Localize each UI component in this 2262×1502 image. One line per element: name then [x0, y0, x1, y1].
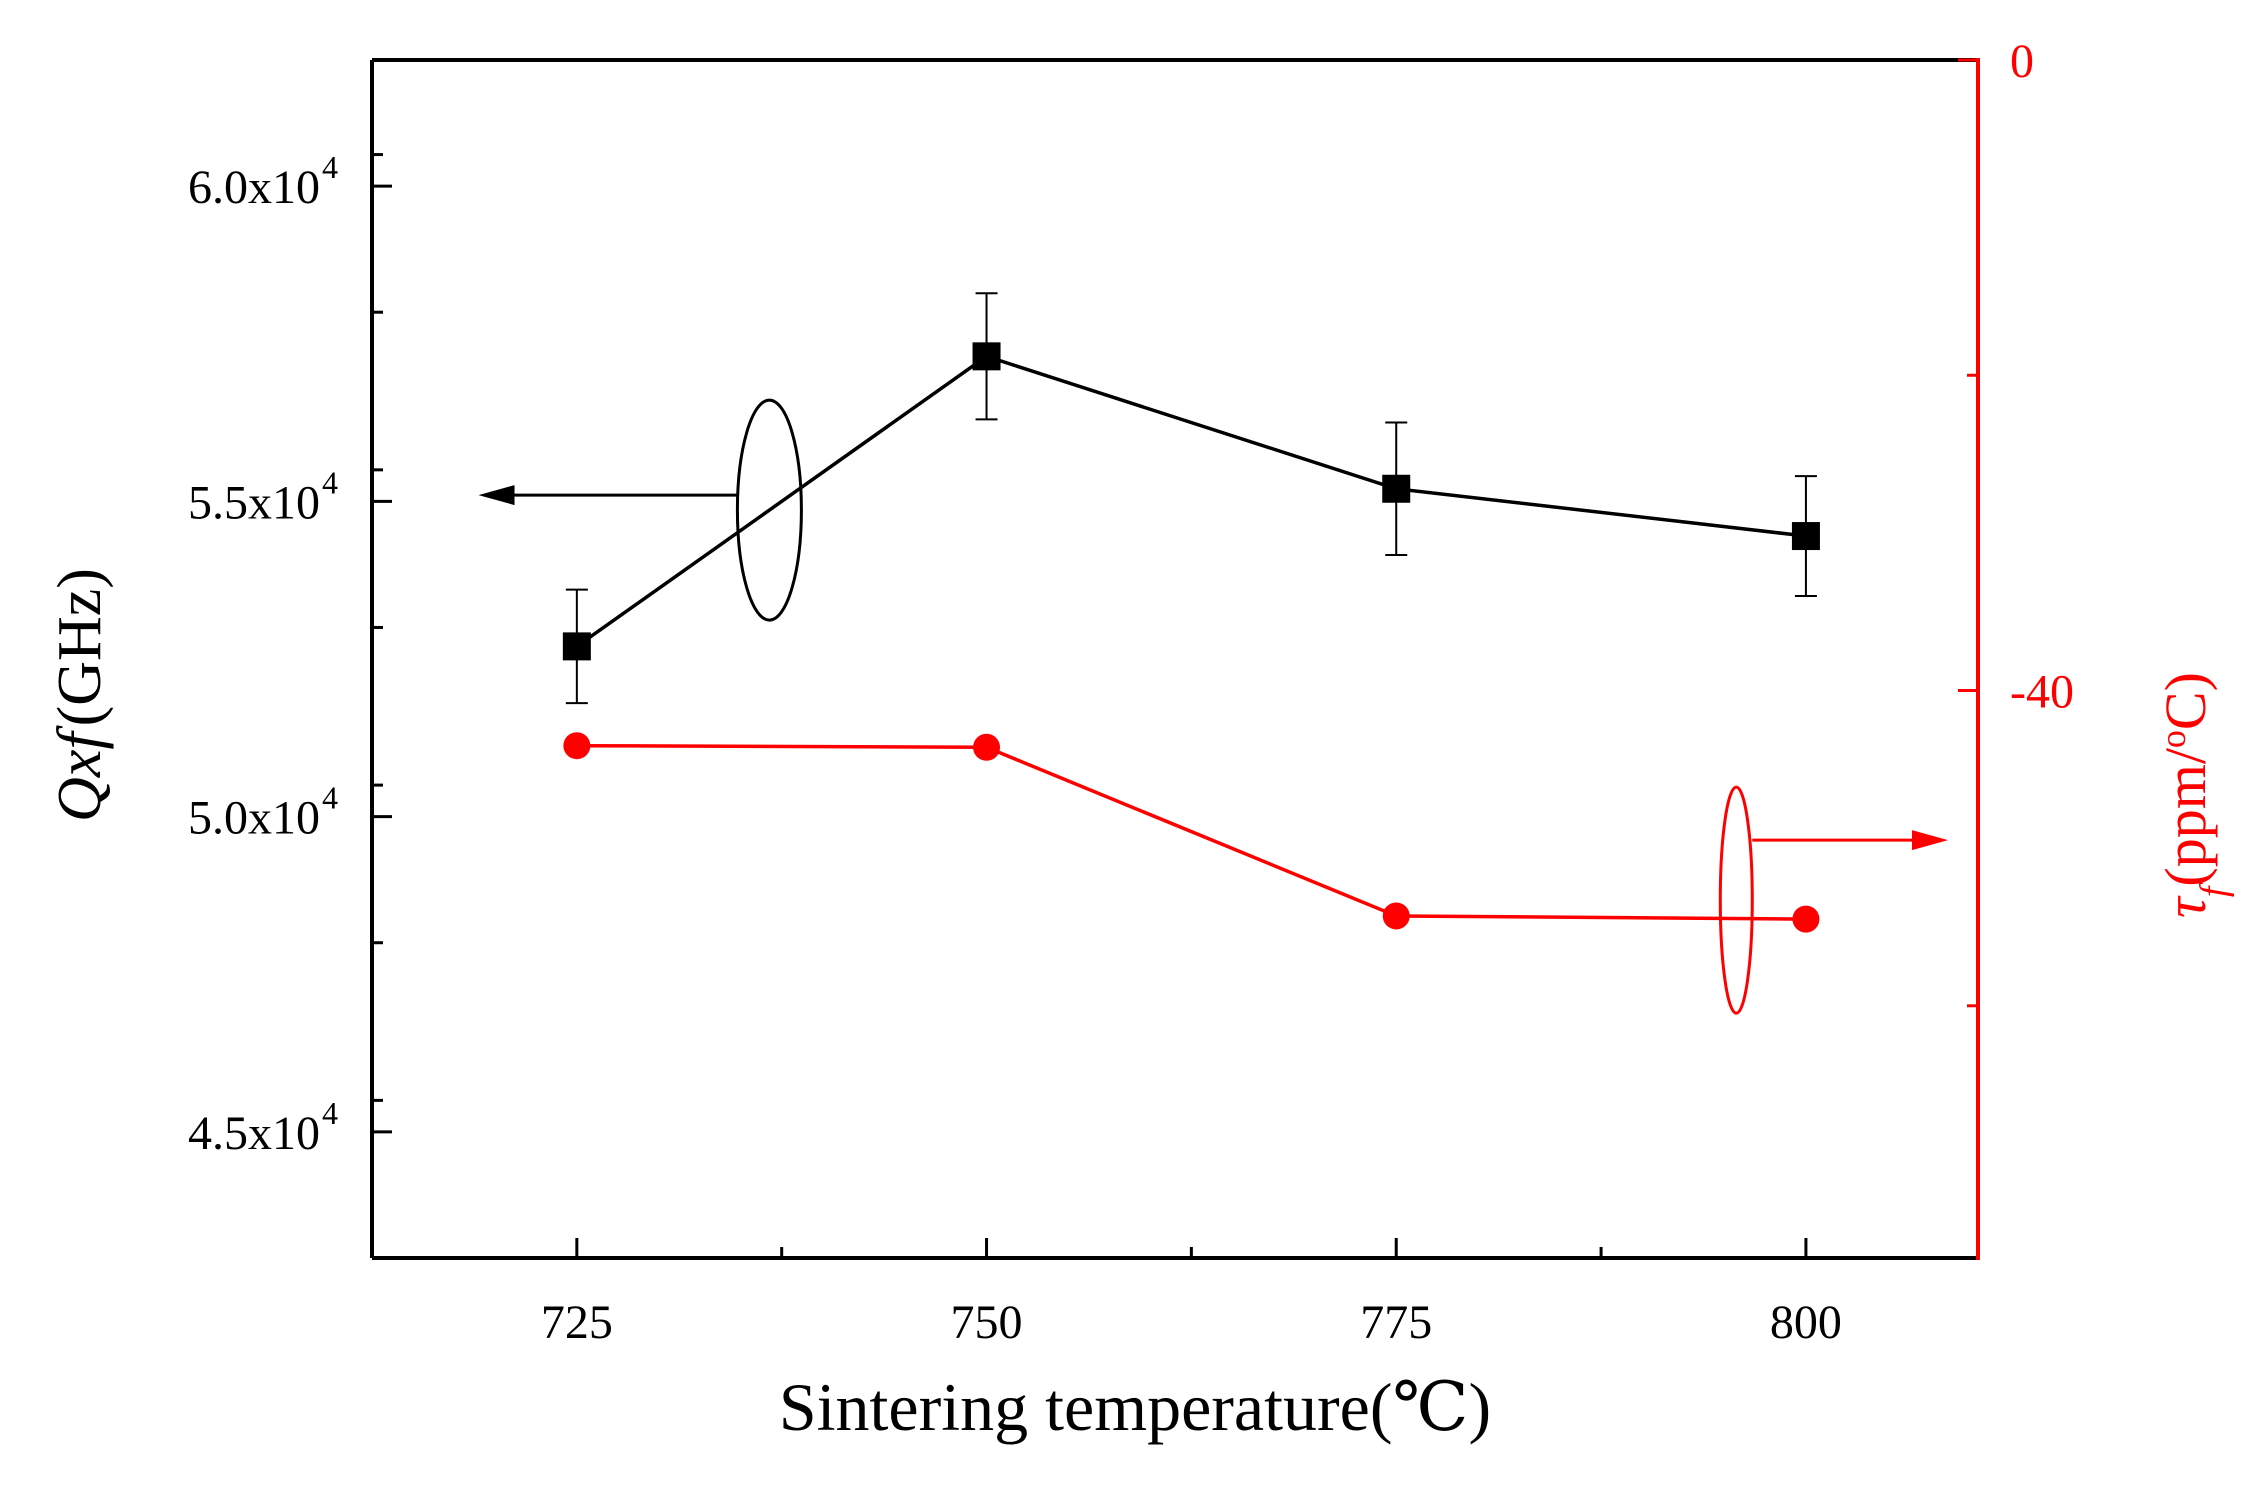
x-tick-label: 800	[1770, 1296, 1842, 1349]
x-tick-label: 725	[541, 1296, 613, 1349]
qxf-data-point	[1382, 474, 1411, 503]
left-y-tick-exponent: 4	[322, 1095, 338, 1131]
qxf-annotation-ellipse	[735, 398, 803, 622]
tauf-data-point	[1792, 905, 1820, 933]
qxf-data-point	[562, 632, 591, 661]
x-tick-label: 775	[1360, 1296, 1432, 1349]
left-y-axis: 4.5x10 45.0x10 45.5x10 46.0x10 4	[188, 149, 392, 1160]
right-y-axis-title-symbol: τ	[2153, 895, 2218, 918]
tauf-data-point	[1382, 902, 1410, 930]
left-y-tick-label: 6.0x10	[188, 161, 320, 214]
qxf-annotation-arrow-head	[478, 485, 515, 506]
left-y-tick-label: 5.5x10	[188, 476, 320, 529]
left-y-tick-label: 4.5x10	[188, 1107, 320, 1160]
left-y-axis-title: Qxf(GHz)	[46, 568, 114, 822]
plot-frame	[370, 58, 1980, 1260]
tauf-data-point	[973, 733, 1001, 761]
x-tick-label: 750	[951, 1296, 1023, 1349]
left-y-tick-label: 5.0x10	[188, 792, 320, 845]
tauf-series-line	[576, 743, 1806, 921]
left-y-axis-title-symbol: Qxf	[46, 725, 114, 822]
left-y-tick-exponent: 4	[322, 149, 338, 185]
right-y-axis-title-degree: o	[2153, 730, 2193, 748]
left-y-tick-exponent: 4	[322, 464, 338, 500]
x-axis: 725 750 775 800	[541, 1238, 1842, 1349]
right-y-tick-label: -40	[2010, 666, 2074, 719]
annotation-layer	[478, 398, 1948, 1015]
qxf-data-point	[1791, 522, 1820, 551]
right-y-axis: 0 -40	[1958, 35, 2074, 1008]
series-layer	[562, 292, 1820, 933]
tauf-annotation-arrow-head	[1912, 830, 1948, 851]
qxf-series-line	[575, 354, 1807, 648]
right-y-axis-title-unit: (ppm/	[2153, 747, 2218, 886]
right-y-axis-title-unit-end: C)	[2153, 672, 2218, 730]
tauf-annotation-ellipse	[1718, 785, 1754, 1015]
right-y-tick-label: 0	[2010, 35, 2034, 88]
qxf-data-point	[972, 342, 1001, 371]
left-y-axis-title-unit: (GHz)	[46, 568, 114, 726]
x-axis-title: Sintering temperature(℃)	[779, 1369, 1491, 1445]
left-y-tick-exponent: 4	[322, 780, 338, 816]
tauf-data-point	[563, 732, 591, 760]
right-y-axis-title: τf(ppm/oC)	[2153, 672, 2235, 918]
